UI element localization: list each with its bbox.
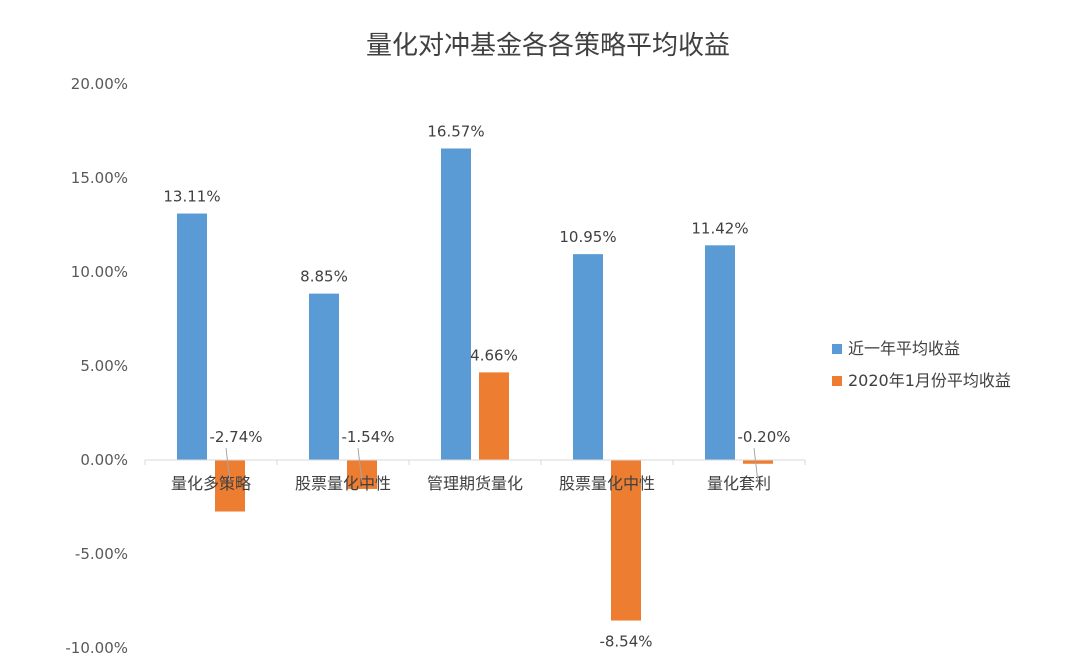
data-label: 16.57% <box>427 122 484 140</box>
data-label-leader <box>357 447 363 483</box>
data-label: -0.20% <box>737 428 790 446</box>
bar-series-2 <box>347 460 377 489</box>
plot-area <box>144 148 806 621</box>
data-label: 8.85% <box>300 268 348 286</box>
bar-series-2 <box>479 372 509 460</box>
bar-series-1 <box>309 293 339 460</box>
category-label: 股票量化中性 <box>295 474 391 493</box>
bar-series-2 <box>215 460 245 512</box>
data-labels: 13.11% 8.85% 16.57% 10.95% 11.42% -2.74% -1.54… <box>163 122 790 650</box>
y-tick-label: 0.00% <box>80 451 128 469</box>
bar-series-1 <box>177 213 207 460</box>
category-label: 量化套利 <box>707 474 771 493</box>
legend-label: 2020年1月份平均收益 <box>848 371 1011 390</box>
y-tick-label: 20.00% <box>71 75 128 93</box>
data-label: 4.66% <box>470 346 518 364</box>
category-label: 管理期货量化 <box>427 474 523 493</box>
bar-series-1 <box>573 254 603 460</box>
legend-swatch <box>832 344 842 354</box>
data-label: -2.74% <box>209 428 262 446</box>
bar-series-1 <box>441 148 471 460</box>
y-axis: 20.00% 15.00% 10.00% 5.00% 0.00% -5.00% -10.00… <box>65 75 128 657</box>
y-tick-label: 15.00% <box>71 169 128 187</box>
chart-title: 量化对冲基金各各策略平均收益 <box>366 31 730 61</box>
y-tick-label: 10.00% <box>71 263 128 281</box>
y-tick-label: -5.00% <box>75 545 128 563</box>
y-tick-label: 5.00% <box>80 357 128 375</box>
data-label-leader <box>225 447 231 483</box>
legend-swatch <box>832 376 842 386</box>
data-label: -1.54% <box>341 428 394 446</box>
bar-series-2 <box>743 460 773 464</box>
y-tick-label: -10.00% <box>65 639 128 657</box>
legend: 近一年平均收益 2020年1月份平均收益 <box>832 339 1011 390</box>
category-label: 量化多策略 <box>171 474 251 493</box>
legend-label: 近一年平均收益 <box>848 339 960 358</box>
data-label: 10.95% <box>559 228 616 246</box>
x-axis: 量化多策略 股票量化中性 管理期货量化 股票量化中性 量化套利 <box>171 474 771 493</box>
bar-series-2 <box>611 460 641 621</box>
data-label: 13.11% <box>163 188 220 206</box>
data-label: 11.42% <box>691 219 748 237</box>
data-label-leader <box>753 447 759 483</box>
data-label: -8.54% <box>599 633 652 651</box>
bar-series-1 <box>705 245 735 460</box>
category-label: 股票量化中性 <box>559 474 655 493</box>
